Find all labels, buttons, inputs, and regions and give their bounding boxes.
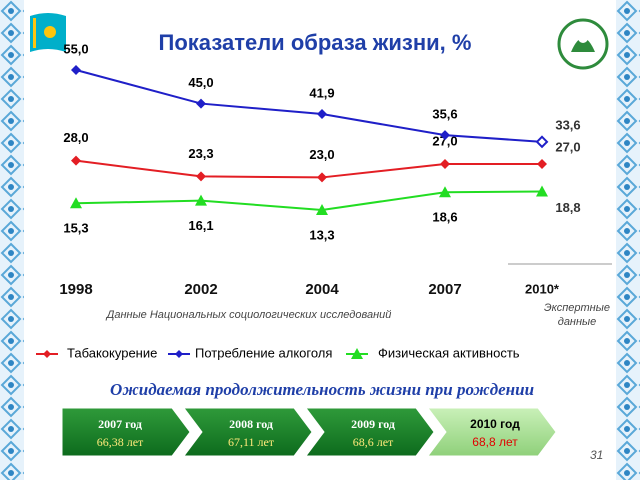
timeline-year: 2007 год — [98, 417, 142, 431]
value-label: 41,9 — [309, 85, 334, 100]
page-number: 31 — [590, 448, 603, 462]
timeline-year: 2008 год — [229, 417, 273, 431]
legend-marker — [175, 350, 183, 358]
value-label: 45,0 — [188, 75, 213, 90]
point — [317, 172, 327, 183]
timeline-value: 68,6 лет — [353, 435, 394, 449]
point — [317, 108, 327, 119]
timeline-value: 67,11 лет — [228, 435, 275, 449]
point — [536, 185, 548, 197]
point — [316, 204, 328, 215]
logo — [557, 18, 609, 70]
value-label: 23,0 — [309, 147, 334, 162]
timeline-value: 68,8 лет — [472, 435, 518, 449]
timeline-step — [183, 407, 313, 457]
value-label: 27,0 — [432, 133, 457, 148]
value-label: 28,0 — [63, 130, 88, 145]
x-tick-label: 2004 — [305, 281, 339, 298]
legend-marker — [43, 350, 51, 358]
timeline-step — [61, 407, 191, 457]
point — [71, 155, 81, 166]
source-note: Данные Национальных социологических иссл… — [105, 309, 392, 321]
point — [196, 98, 206, 109]
point — [440, 159, 450, 170]
x-tick-label: 2007 — [428, 281, 461, 298]
legend-label: Потребление алкоголя — [195, 345, 332, 360]
series-line — [75, 159, 542, 179]
flag — [30, 13, 66, 52]
ornament-right — [616, 0, 640, 480]
subtitle: Ожидаемая продолжительность жизни при ро… — [110, 380, 534, 399]
ornament-left — [0, 0, 24, 480]
timeline-value: 66,38 лет — [97, 435, 144, 449]
point — [439, 186, 451, 198]
point — [195, 194, 207, 206]
series-line — [75, 69, 543, 143]
value-label: 18,6 — [432, 210, 457, 225]
value-label: 35,6 — [432, 107, 457, 122]
timeline-year: 2010 год — [470, 417, 520, 431]
legend-label: Физическая активность — [378, 345, 520, 360]
point — [71, 65, 81, 75]
point — [70, 197, 82, 209]
x-tick-label: 2002 — [184, 281, 217, 298]
timeline-step — [305, 407, 435, 457]
point — [537, 159, 547, 170]
value-label: 33,6 — [555, 117, 580, 132]
point — [196, 171, 206, 182]
timeline-year: 2009 год — [351, 417, 395, 431]
x-tick-label: 2010* — [525, 281, 560, 296]
value-label: 15,3 — [63, 221, 88, 236]
value-label: 23,3 — [188, 146, 213, 161]
expert-note: Экспертные — [544, 302, 610, 314]
point — [535, 135, 549, 149]
value-label: 13,3 — [309, 227, 334, 242]
series-line — [75, 190, 543, 212]
legend-label: Табакокурение — [67, 345, 157, 360]
point — [440, 130, 450, 141]
value-label: 18,8 — [555, 200, 580, 215]
timeline-step — [427, 407, 557, 457]
x-tick-label: 1998 — [59, 281, 92, 298]
value-label: 16,1 — [188, 218, 213, 233]
chart-title: Показатели образа жизни, % — [159, 30, 472, 55]
value-label: 55,0 — [63, 41, 88, 56]
value-label: 27,0 — [555, 139, 580, 154]
expert-note: данные — [558, 316, 597, 328]
legend-marker — [351, 348, 363, 359]
